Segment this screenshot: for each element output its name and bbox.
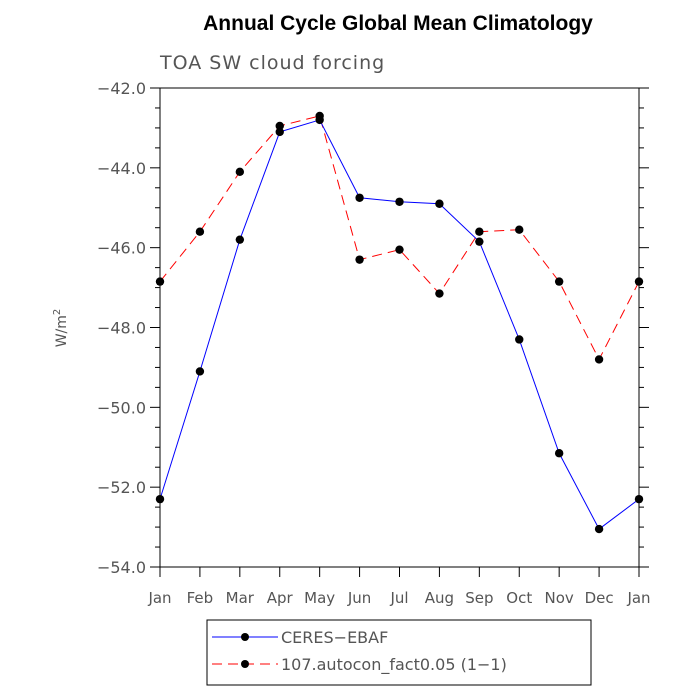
y-tick-label: −50.0 <box>97 398 146 417</box>
y-axis-label-unit: W/m <box>54 315 70 347</box>
series-line-0 <box>159 119 640 530</box>
y-tick-label: −48.0 <box>97 319 146 338</box>
x-tick-label: Oct <box>506 589 532 607</box>
x-axis-ticks: Jan Feb Mar Apr May Jun Jul Aug Sep Oct Nov Dec Jan <box>147 567 651 607</box>
series-0-point <box>435 199 444 208</box>
series-0-point <box>235 235 245 244</box>
series-line-1 <box>159 115 640 361</box>
series-0-point <box>355 193 364 202</box>
series-0-point <box>315 115 324 125</box>
x-tick-label: Feb <box>187 589 214 607</box>
series-0-point <box>475 237 484 246</box>
y-axis-label: W/m2 <box>52 309 70 348</box>
series-1-point <box>235 167 245 177</box>
y-tick-label: −52.0 <box>97 478 146 497</box>
x-tick-label: May <box>304 589 335 607</box>
y-tick-label: −42.0 <box>97 79 146 98</box>
series-1-point <box>395 245 404 254</box>
series-1-point <box>554 277 564 286</box>
series-1-point <box>435 289 444 298</box>
x-tick-label: Jan <box>147 589 171 607</box>
legend-box <box>206 619 592 686</box>
series-1-point <box>475 227 484 236</box>
series-0-point <box>155 494 165 504</box>
series-1-point <box>195 227 205 236</box>
y-axis-ticks: −42.0 −44.0 −46.0 −48.0 −50.0 −52.0 −54.0 <box>97 79 649 577</box>
chart-title: Annual Cycle Global Mean Climatology <box>203 12 593 35</box>
legend-label-ceres: CERES−EBAF <box>281 628 388 647</box>
x-tick-label: Jan <box>626 589 650 607</box>
series-1-point <box>355 255 364 264</box>
series-1-point <box>275 121 284 131</box>
series-0-point <box>594 524 604 534</box>
legend-marker-ceres <box>241 633 249 641</box>
series-layer <box>155 111 644 534</box>
x-tick-label: Aug <box>425 589 454 607</box>
series-0-point <box>554 449 564 458</box>
x-tick-label: Jul <box>389 589 408 607</box>
y-axis-label-superscript: 2 <box>52 309 63 315</box>
series-0-point <box>515 335 524 344</box>
series-1-point <box>155 277 165 286</box>
series-0-point <box>395 197 404 206</box>
y-tick-label: −44.0 <box>97 159 146 178</box>
x-tick-label: Nov <box>545 589 574 607</box>
legend: CERES−EBAF 107.autocon_fact0.05 (1−1) <box>206 619 592 686</box>
chart-subtitle: TOA SW cloud forcing <box>159 52 385 74</box>
x-tick-label: Mar <box>226 589 255 607</box>
series-0-point <box>634 494 644 504</box>
y-tick-label: −46.0 <box>97 239 146 258</box>
series-0-point <box>275 127 284 137</box>
x-tick-label: Apr <box>267 589 294 607</box>
legend-label-autocon: 107.autocon_fact0.05 (1−1) <box>281 655 507 675</box>
x-tick-label: Sep <box>465 589 493 607</box>
series-1-point <box>515 225 524 234</box>
series-1-point <box>634 277 644 286</box>
x-tick-label: Jun <box>347 589 371 607</box>
y-tick-label: −54.0 <box>97 558 146 577</box>
legend-marker-autocon <box>241 660 249 668</box>
x-tick-label: Dec <box>585 589 614 607</box>
series-0-point <box>195 367 205 376</box>
series-1-point <box>594 355 604 364</box>
plot-frame <box>159 87 640 568</box>
